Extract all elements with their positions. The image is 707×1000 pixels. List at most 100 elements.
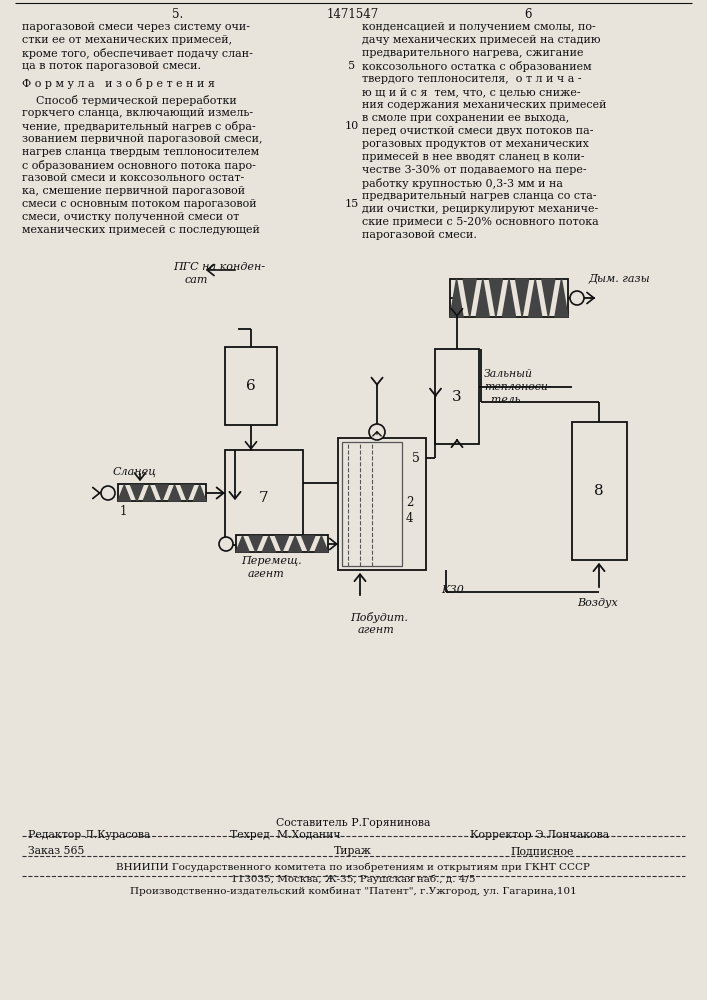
Text: 1: 1 [120, 505, 127, 518]
Polygon shape [131, 485, 143, 501]
Text: 5: 5 [349, 61, 356, 71]
Text: газовой смеси и коксозольного остат-: газовой смеси и коксозольного остат- [22, 173, 244, 183]
Text: Редактор Л.Курасова: Редактор Л.Курасова [28, 830, 151, 840]
Polygon shape [262, 536, 276, 552]
Text: Заказ 565: Заказ 565 [28, 846, 84, 856]
Text: механических примесей с последующей: механических примесей с последующей [22, 225, 260, 235]
Polygon shape [143, 485, 156, 501]
Circle shape [101, 486, 115, 500]
Circle shape [219, 537, 233, 551]
Bar [450, 279, 568, 317]
Text: ца в поток парогазовой смеси.: ца в поток парогазовой смеси. [22, 61, 201, 71]
Text: 4: 4 [406, 512, 414, 525]
Text: Побудит.: Побудит. [350, 612, 408, 623]
Text: смеси с основным потоком парогазовой: смеси с основным потоком парогазовой [22, 199, 257, 209]
Text: чение, предварительный нагрев с обра-: чение, предварительный нагрев с обра- [22, 121, 256, 132]
Text: нагрев сланца твердым теплоносителем: нагрев сланца твердым теплоносителем [22, 147, 259, 157]
Text: с образованием основного потока паро-: с образованием основного потока паро- [22, 160, 256, 171]
Polygon shape [156, 485, 168, 501]
Polygon shape [503, 279, 515, 317]
Text: Ф о р м у л а   и з о б р е т е н и я: Ф о р м у л а и з о б р е т е н и я [22, 78, 215, 89]
Polygon shape [249, 536, 262, 552]
Text: твердого теплоносителя,  о т л и ч а -: твердого теплоносителя, о т л и ч а - [362, 74, 582, 84]
Text: кроме того, обеспечивает подачу слан-: кроме того, обеспечивает подачу слан- [22, 48, 253, 59]
Polygon shape [542, 279, 555, 317]
Text: 15: 15 [345, 199, 359, 209]
Text: предварительного нагрева, сжигание: предварительного нагрева, сжигание [362, 48, 583, 58]
Text: Воздух: Воздух [577, 598, 618, 608]
Polygon shape [288, 536, 302, 552]
Text: парогазовой смеси.: парогазовой смеси. [362, 230, 477, 240]
Text: Подписное: Подписное [510, 846, 573, 856]
Text: 6: 6 [525, 8, 532, 21]
Text: парогазовой смеси через систему очи-: парогазовой смеси через систему очи- [22, 22, 250, 32]
Text: в смоле при сохранении ее выхода,: в смоле при сохранении ее выхода, [362, 113, 569, 123]
Text: ПГС на конден-: ПГС на конден- [173, 262, 265, 272]
Polygon shape [529, 279, 542, 317]
Text: предварительный нагрев сланца со ста-: предварительный нагрев сланца со ста- [362, 191, 597, 201]
Bar [342, 442, 402, 566]
Text: сат: сат [185, 275, 209, 285]
Text: ские примеси с 5-20% основного потока: ские примеси с 5-20% основного потока [362, 217, 599, 227]
Polygon shape [302, 536, 315, 552]
Polygon shape [555, 279, 568, 317]
Text: ка, смешение первичной парогазовой: ка, смешение первичной парогазовой [22, 186, 245, 196]
Text: дии очистки, рециркулируют механиче-: дии очистки, рециркулируют механиче- [362, 204, 598, 214]
Text: 10: 10 [345, 121, 359, 131]
Text: 113035, Москва, Ж-35, Раушская наб., д. 4/5: 113035, Москва, Ж-35, Раушская наб., д. … [230, 875, 475, 884]
Text: 6: 6 [246, 379, 256, 393]
Text: примесей в нее вводят сланец в коли-: примесей в нее вводят сланец в коли- [362, 152, 585, 162]
Text: ○: ○ [574, 294, 580, 302]
Polygon shape [168, 485, 181, 501]
Text: коксозольного остатка с образованием: коксозольного остатка с образованием [362, 61, 592, 72]
Text: ния содержания механических примесей: ния содержания механических примесей [362, 100, 607, 110]
Polygon shape [276, 536, 288, 552]
Text: 8: 8 [594, 484, 604, 498]
Text: горкчего сланца, включающий измель-: горкчего сланца, включающий измель- [22, 108, 253, 118]
Polygon shape [236, 536, 249, 552]
Text: 2: 2 [406, 496, 414, 509]
Circle shape [369, 424, 385, 440]
Text: дачу механических примесей на стадию: дачу механических примесей на стадию [362, 35, 600, 45]
Text: 5: 5 [412, 452, 420, 465]
Bar [118, 484, 206, 501]
Text: Корректор Э.Лончакова: Корректор Э.Лончакова [470, 830, 609, 840]
Text: тель: тель [484, 395, 520, 405]
Bar [225, 450, 303, 545]
Text: теплоноси-: теплоноси- [484, 382, 551, 392]
Text: Способ термической переработки: Способ термической переработки [22, 95, 237, 106]
Text: конденсацией и получением смолы, по-: конденсацией и получением смолы, по- [362, 22, 596, 32]
Polygon shape [315, 536, 328, 552]
Bar [572, 422, 627, 560]
Text: агент: агент [248, 569, 285, 579]
Text: ю щ и й с я  тем, что, с целью сниже-: ю щ и й с я тем, что, с целью сниже- [362, 87, 580, 97]
Text: 7: 7 [259, 491, 269, 505]
Polygon shape [181, 485, 194, 501]
Polygon shape [194, 485, 206, 501]
Polygon shape [515, 279, 529, 317]
Text: Производственно-издательский комбинат "Патент", г.Ужгород, ул. Гагарина,101: Производственно-издательский комбинат "П… [129, 887, 576, 896]
Text: перед очисткой смеси двух потоков па-: перед очисткой смеси двух потоков па- [362, 126, 593, 136]
Text: 1471547: 1471547 [327, 8, 379, 21]
Text: Составитель Р.Горянинова: Составитель Р.Горянинова [276, 818, 430, 828]
Polygon shape [118, 485, 131, 501]
Text: 3: 3 [452, 390, 462, 404]
Text: 5.: 5. [173, 8, 184, 21]
Polygon shape [463, 279, 477, 317]
Text: честве 3-30% от подаваемого на пере-: честве 3-30% от подаваемого на пере- [362, 165, 587, 175]
Text: Дым. газы: Дым. газы [588, 274, 650, 284]
Polygon shape [450, 279, 463, 317]
Polygon shape [477, 279, 489, 317]
Text: Тираж: Тираж [334, 846, 372, 856]
Polygon shape [489, 279, 503, 317]
Text: работку крупностью 0,3-3 мм и на: работку крупностью 0,3-3 мм и на [362, 178, 563, 189]
Text: смеси, очистку полученной смеси от: смеси, очистку полученной смеси от [22, 212, 239, 222]
Text: К30: К30 [441, 585, 464, 595]
Text: Сланец: Сланец [113, 467, 157, 477]
Text: агент: агент [358, 625, 395, 635]
Bar [338, 438, 426, 570]
Bar [236, 535, 328, 552]
Text: Техред  М.Ходанич: Техред М.Ходанич [230, 830, 341, 840]
Text: стки ее от механических примесей,: стки ее от механических примесей, [22, 35, 232, 45]
Bar [435, 349, 479, 444]
